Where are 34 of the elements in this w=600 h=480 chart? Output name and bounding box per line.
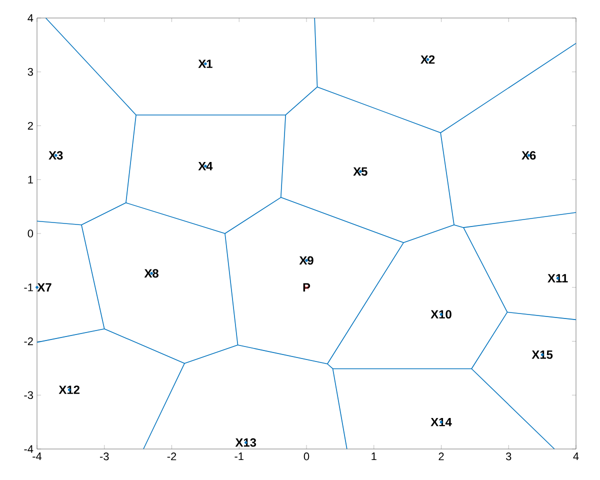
y-tick-label: 3 xyxy=(28,68,33,76)
annotation: X12 xyxy=(58,386,80,394)
x-tick-label: -4 xyxy=(32,452,42,460)
annotation: X8 xyxy=(144,269,158,278)
x-tick-label: 1 xyxy=(372,452,376,460)
x-tick-label: 0 xyxy=(304,452,310,460)
y-tick-label: 2 xyxy=(28,122,33,130)
x-tick-label: -3 xyxy=(100,452,109,460)
annotation: X6 xyxy=(522,151,536,160)
x-tick-label: 2 xyxy=(438,452,444,460)
x-tick-label: 4 xyxy=(573,452,579,460)
annotation: X1 xyxy=(198,60,212,68)
y-tick-label: -4 xyxy=(24,445,34,453)
annotation: X10 xyxy=(430,310,452,319)
annotation: X5 xyxy=(353,167,368,176)
annotation: X9 xyxy=(299,256,314,265)
annotation: X7 xyxy=(37,283,52,292)
y-tick-label: 1 xyxy=(28,176,33,184)
annotation: X14 xyxy=(430,418,452,426)
annotation: P xyxy=(303,283,310,292)
annotation: X4 xyxy=(198,162,213,170)
annotation: X3 xyxy=(48,151,63,160)
y-tick-label: 0 xyxy=(28,230,34,238)
y-tick-label: 4 xyxy=(28,14,34,22)
annotation: X11 xyxy=(548,274,568,282)
annotation: X2 xyxy=(420,55,435,64)
x-tick-label: 3 xyxy=(506,452,512,460)
x-tick-label: -2 xyxy=(167,452,176,460)
y-tick-label: -1 xyxy=(24,284,33,292)
y-tick-label: -2 xyxy=(24,337,33,346)
x-tick-label: -1 xyxy=(234,452,244,460)
annotation: X15 xyxy=(532,350,553,359)
y-tick-label: -3 xyxy=(24,391,33,400)
annotation: X13 xyxy=(235,438,256,447)
